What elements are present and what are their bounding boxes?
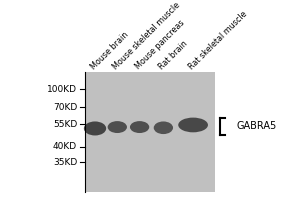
Text: 55KD: 55KD (53, 120, 77, 129)
Text: GABRA5: GABRA5 (236, 121, 276, 131)
Ellipse shape (178, 118, 208, 132)
Ellipse shape (84, 121, 106, 135)
Text: Rat brain: Rat brain (157, 39, 189, 71)
Text: 40KD: 40KD (53, 142, 77, 151)
Bar (85, 72, 215, 192)
Ellipse shape (130, 121, 149, 133)
Text: Rat skeletal muscle: Rat skeletal muscle (187, 9, 249, 71)
Text: 100KD: 100KD (47, 85, 77, 94)
Text: Mouse brain: Mouse brain (88, 30, 130, 71)
Text: Mouse skeletal muscle: Mouse skeletal muscle (111, 0, 182, 71)
Text: Mouse pancreas: Mouse pancreas (133, 18, 186, 71)
Text: 70KD: 70KD (53, 103, 77, 112)
Text: 35KD: 35KD (53, 158, 77, 167)
Ellipse shape (154, 121, 173, 134)
Ellipse shape (108, 121, 127, 133)
